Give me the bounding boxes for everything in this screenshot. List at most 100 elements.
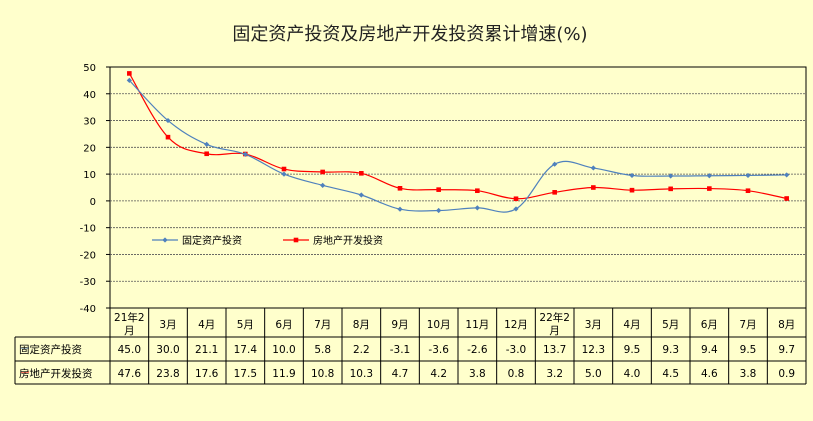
x-tick-label: 6月 [275, 319, 292, 331]
plot-area [126, 71, 790, 214]
data-label: 9.5 [624, 344, 641, 356]
x-tick-label: 8月 [353, 319, 370, 331]
data-label: 3.2 [546, 368, 563, 380]
series-line [128, 79, 787, 213]
data-point [552, 190, 557, 195]
y-tick-label: 50 [83, 63, 96, 74]
data-label: 5.8 [314, 344, 331, 356]
data-label: 4.2 [430, 368, 447, 380]
data-point [204, 141, 210, 147]
legend-label: 固定资产投资 [182, 234, 242, 247]
data-label: -3.6 [428, 344, 449, 356]
x-tick-label: 4月 [198, 319, 215, 331]
data-point [513, 206, 519, 212]
y-axis: 50 40 30 20 10 0 -10 -20 -30 -40 [80, 63, 110, 315]
data-label: 17.5 [234, 368, 257, 380]
data-point [552, 161, 558, 167]
x-tick-label: 5月 [237, 319, 254, 331]
row-label: 固定资产投资 [19, 343, 82, 356]
data-label: 47.6 [118, 368, 142, 380]
data-label: 2.2 [353, 344, 370, 356]
data-point [204, 151, 209, 157]
data-point [629, 172, 635, 179]
y-tick-label: 20 [83, 143, 96, 154]
x-tick-label: 3月 [159, 319, 176, 331]
x-tick-label: 6月 [701, 319, 718, 331]
data-point [359, 171, 364, 176]
row-label: 房地产开发投资 [19, 367, 93, 380]
data-label: 4.0 [624, 368, 641, 380]
data-point [475, 188, 480, 194]
data-point [397, 186, 403, 191]
data-label: 12.3 [582, 344, 605, 356]
data-point [784, 196, 789, 201]
data-point [668, 186, 673, 192]
gridlines [109, 66, 807, 309]
data-label: 45.0 [118, 344, 141, 356]
data-point [474, 205, 480, 211]
x-tick-label: 21年2 月 [114, 311, 145, 337]
legend-marker [162, 237, 168, 243]
data-label: 0.9 [778, 368, 795, 380]
data-label: 30.0 [156, 344, 179, 356]
x-tick-label: 11月 [465, 319, 489, 331]
data-label: 3.8 [469, 368, 486, 380]
data-label: 4.5 [662, 368, 679, 380]
x-tick-label: 8月 [778, 319, 795, 331]
data-label: 0.8 [508, 368, 525, 380]
y-tick-label: -10 [80, 224, 96, 235]
data-label: -2.6 [467, 344, 488, 356]
y-tick-label: -30 [80, 277, 96, 288]
x-tick-label: 4月 [623, 319, 640, 331]
data-point [668, 173, 674, 179]
data-point [590, 165, 596, 171]
series-line [128, 73, 787, 200]
legend-label: 房地产开发投资 [313, 234, 383, 247]
x-tick-label: 10月 [427, 319, 451, 331]
data-label: -3.1 [390, 344, 411, 356]
data-point [165, 117, 171, 124]
data-table: 21年2 月 3月 4月 5月 6月 7月 8月 9月 10月 11月 12月 22年2 月 3月 4月 5月 6… [14, 308, 807, 385]
y-tick-label: -40 [80, 304, 96, 315]
y-tick-label: 30 [83, 117, 96, 128]
data-label: 10.0 [272, 344, 295, 356]
data-label: 9.3 [662, 344, 679, 356]
data-point [745, 172, 751, 179]
data-point [397, 206, 403, 212]
data-label: 9.5 [740, 344, 757, 356]
x-tick-label: 5月 [662, 319, 679, 331]
data-point [436, 187, 441, 192]
y-tick-label: 40 [83, 90, 96, 101]
data-point [436, 207, 442, 214]
data-point [513, 196, 519, 202]
x-tick-label: 7月 [739, 319, 756, 331]
data-label: 5.0 [585, 368, 602, 380]
chart-title: 固定资产投资及房地产开发投资累计增速(%) [232, 24, 587, 45]
data-label: 4.7 [392, 368, 409, 380]
legend-marker [293, 237, 299, 243]
data-label: 17.4 [234, 344, 258, 356]
x-tick-label: 7月 [314, 319, 331, 331]
data-point [126, 77, 132, 83]
data-point [320, 169, 325, 175]
x-tick-label: 3月 [585, 319, 602, 331]
x-tick-label: 9月 [391, 319, 408, 331]
data-label: 9.4 [701, 344, 718, 356]
data-point [281, 166, 287, 172]
data-label: 13.7 [543, 344, 566, 356]
x-tick-label: 22年2 月 [539, 311, 570, 337]
data-label: 4.6 [701, 368, 718, 380]
data-point [127, 71, 132, 76]
data-label: 11.9 [272, 368, 295, 380]
data-point [591, 185, 596, 190]
data-point [706, 173, 712, 179]
data-label: 10.8 [311, 368, 334, 380]
data-label: 17.6 [195, 368, 219, 380]
plot-border [109, 66, 807, 309]
data-label: 23.8 [156, 368, 179, 380]
x-tick-label: 12月 [504, 319, 528, 331]
series-1 [127, 71, 789, 202]
data-point [745, 188, 751, 194]
data-point [707, 186, 712, 191]
